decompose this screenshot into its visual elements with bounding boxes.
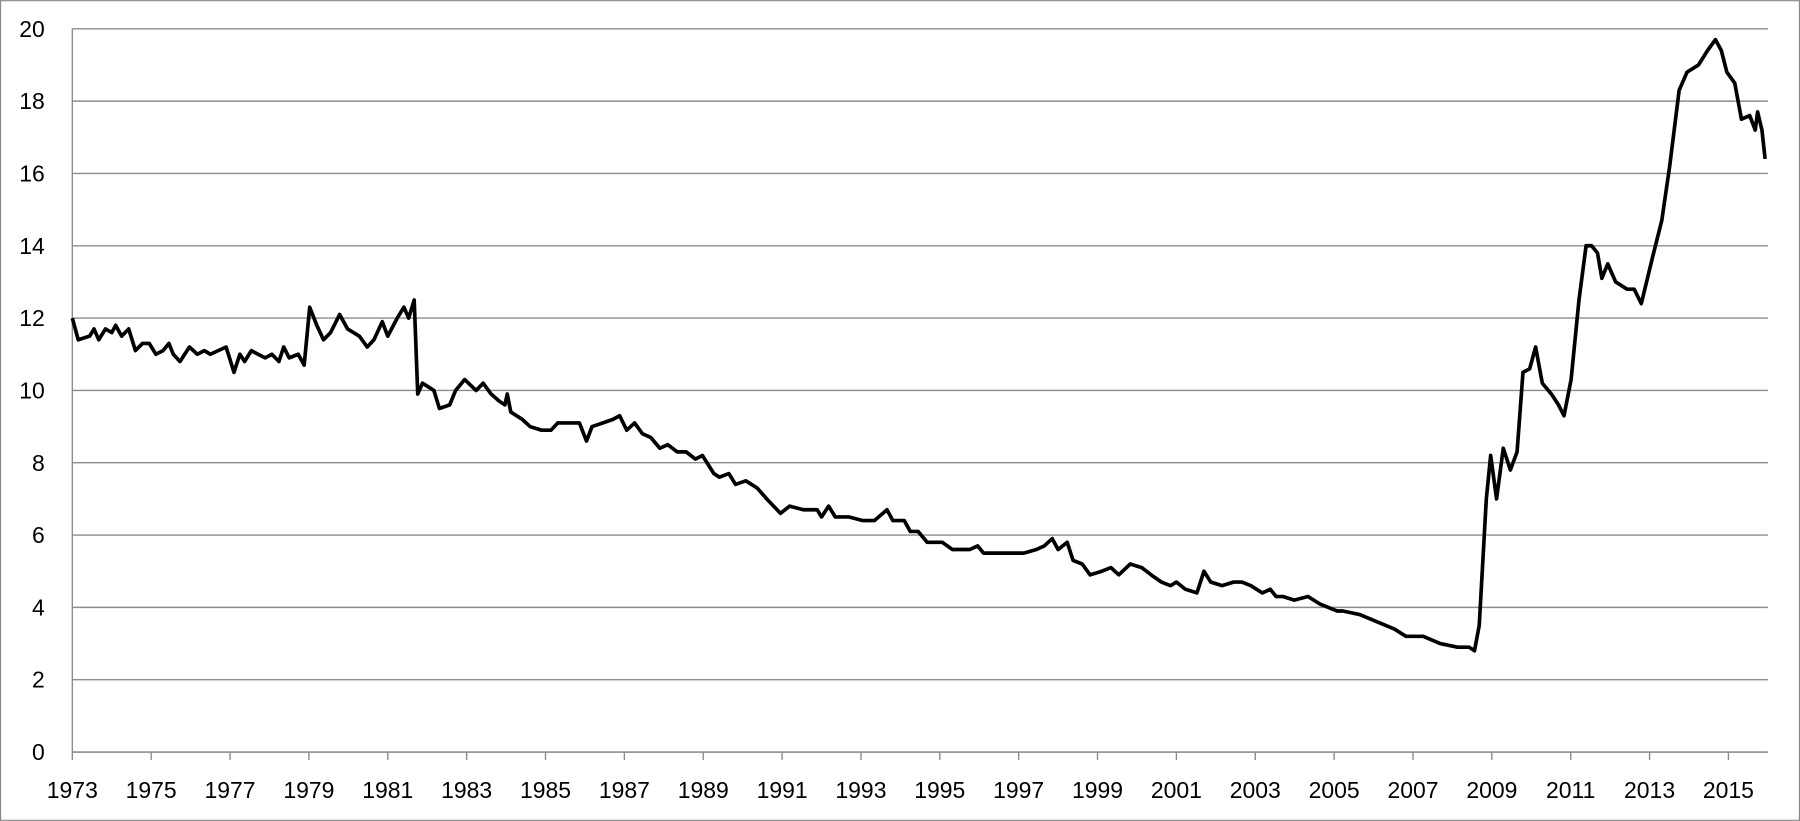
y-tick-label: 18 [19,88,45,114]
x-tick-label: 2007 [1387,777,1438,803]
x-tick-label: 1975 [126,777,177,803]
data-line [70,37,1767,653]
y-tick-label: 6 [32,522,45,548]
y-tick-label: 16 [19,160,45,186]
y-tick-label: 10 [19,377,45,403]
y-tick-label: 2 [32,667,45,693]
axes: 0 2 4 6 8 10 12 14 16 18 20 1973 1975 1977 1979 1981 198… [19,16,1768,803]
x-tick-label: 1973 [47,777,98,803]
x-tick-label: 2005 [1309,777,1360,803]
x-tick-label: 2011 [1546,777,1595,803]
x-tick-label: 2003 [1230,777,1281,803]
y-tick-label: 0 [32,739,45,765]
y-tick-label: 20 [19,16,45,42]
marks [70,37,1767,653]
x-tick-label: 1979 [283,777,334,803]
x-tick-label: 1997 [993,777,1044,803]
x-tick-label: 1985 [520,777,571,803]
x-tick-label: 1977 [205,777,256,803]
x-tick-label: 1995 [914,777,965,803]
x-tick-label: 1989 [678,777,729,803]
x-tick-label: 1993 [835,777,886,803]
x-tick-label: 1987 [599,777,650,803]
grid [72,28,1768,753]
y-tick-label: 14 [19,233,45,259]
x-tick-label: 2001 [1151,777,1202,803]
x-tick-label: 2009 [1466,777,1517,803]
x-tick-label: 1991 [757,777,808,803]
x-tick-label: 2015 [1703,777,1754,803]
y-tick-label: 4 [32,594,45,620]
x-tick-label: 1999 [1072,777,1123,803]
x-tick-label: 1981 [362,777,413,803]
y-tick-label: 8 [32,450,45,476]
y-tick-label: 12 [19,305,45,331]
x-tick-label: 1983 [441,777,492,803]
x-tick-label: 2013 [1624,777,1675,803]
